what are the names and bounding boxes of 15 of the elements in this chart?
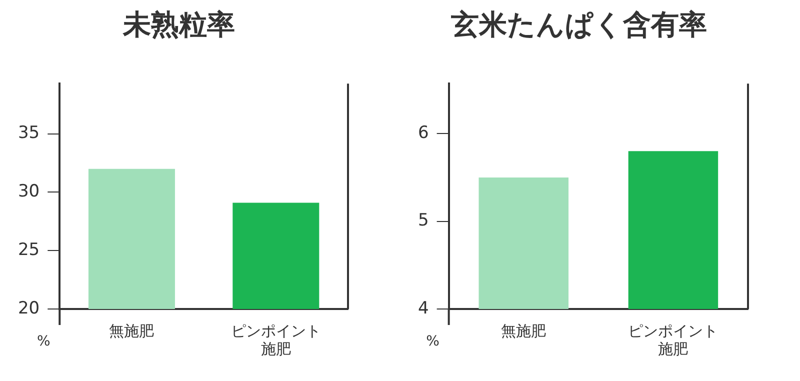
x-tick-label: 無施肥	[501, 322, 546, 340]
y-tick-label: 25	[18, 240, 40, 260]
y-tick-label: 35	[18, 123, 40, 144]
y-axis-title: %	[426, 334, 440, 350]
x-tick-label: ピンポイント施肥	[628, 322, 718, 358]
y-tick-label: 5	[418, 210, 429, 231]
chart-title: 玄米たんぱく含有率	[450, 8, 707, 42]
x-tick-label: ピンポイント施肥	[230, 322, 321, 358]
y-tick-label: 30	[18, 182, 40, 202]
chart-title: 未熟粒率	[122, 8, 235, 42]
y-axis-title: %	[36, 334, 50, 350]
y-tick-label: 20	[18, 298, 40, 318]
x-tick-label: 無施肥	[109, 322, 154, 340]
y-tick-label: 4	[418, 298, 429, 318]
y-tick-label: 6	[418, 123, 429, 144]
